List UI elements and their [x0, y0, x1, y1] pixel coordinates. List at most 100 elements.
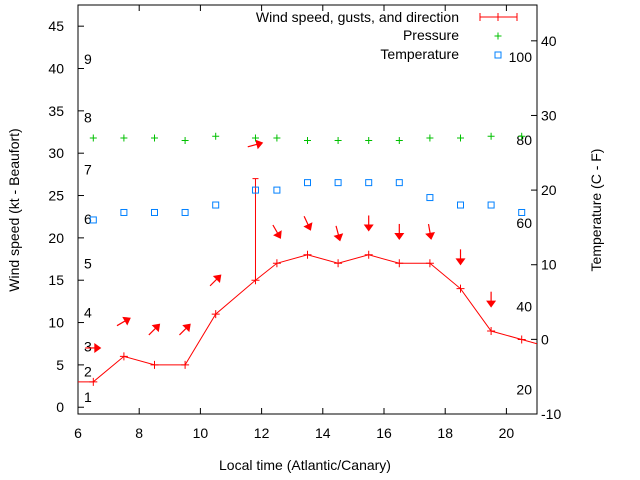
- y2-axis-label: Temperature (C - F): [588, 149, 604, 272]
- temperature-point: [487, 201, 495, 209]
- y2-tick-label: 10: [541, 257, 557, 273]
- y-tick-label: 20: [48, 230, 64, 246]
- y2-tick-label: 0: [541, 331, 549, 347]
- beaufort-label: 9: [84, 51, 92, 67]
- wind-direction-arrow: [425, 223, 435, 240]
- temperature-point: [334, 179, 342, 187]
- arrow-head: [303, 222, 313, 231]
- wind-point: [456, 284, 465, 293]
- x-tick-label: 12: [254, 425, 270, 441]
- pressure-point: [365, 136, 373, 144]
- fahrenheit-label: 20: [516, 381, 532, 397]
- x-tick-label: 8: [135, 425, 143, 441]
- wind-direction-arrow: [455, 249, 466, 266]
- x-axis-label: Local time (Atlantic/Canary): [219, 457, 391, 473]
- wind-direction-arrow: [247, 139, 264, 150]
- fahrenheit-label: 80: [516, 132, 532, 148]
- temperature-point: [151, 208, 158, 216]
- legend-wind-caps: [479, 13, 518, 21]
- wind-direction-arrow: [363, 215, 374, 232]
- wind-direction-arrow: [116, 316, 131, 327]
- wind-point: [150, 360, 159, 369]
- arrow-head: [212, 274, 222, 284]
- beaufort-label: 2: [84, 364, 92, 380]
- arrow-head: [455, 258, 466, 266]
- wind-point: [334, 259, 343, 268]
- wind-point: [395, 259, 404, 268]
- pressure-point: [395, 136, 403, 144]
- wind-point: [517, 335, 526, 344]
- arrow-head: [122, 316, 131, 326]
- arrow-head: [333, 233, 344, 242]
- legend-temperature-label: Temperature: [380, 46, 459, 62]
- wind-speed-line: [78, 254, 537, 383]
- pressure-point: [120, 134, 128, 142]
- pressure-point: [457, 134, 464, 142]
- pressure-point: [487, 132, 495, 140]
- y2-tick-label: 30: [541, 107, 557, 123]
- arrow-head: [94, 342, 102, 353]
- y-tick-label: 40: [48, 61, 64, 77]
- pressure-point: [212, 132, 220, 140]
- arrow-head: [363, 224, 374, 232]
- y-tick-label: 10: [48, 315, 64, 331]
- y2-tick-label: -10: [541, 406, 561, 422]
- beaufort-label: 6: [84, 211, 92, 227]
- pressure-point: [334, 136, 342, 144]
- y-tick-label: 15: [48, 272, 64, 288]
- arrow-head: [273, 230, 282, 239]
- fahrenheit-label: 100: [509, 49, 533, 65]
- beaufort-label: 3: [84, 338, 92, 354]
- wind-direction-arrow: [148, 323, 161, 336]
- legend: Wind speed, gusts, and direction Pressur…: [256, 9, 518, 62]
- legend-pressure-marker: [494, 32, 502, 40]
- pressure-point: [89, 134, 97, 142]
- pressure-point: [181, 136, 189, 144]
- y2-tick-label: 20: [541, 182, 557, 198]
- temperature-point: [304, 179, 311, 187]
- temperature-point: [89, 216, 97, 224]
- temperature-point: [273, 186, 281, 194]
- temperature-point: [365, 179, 373, 187]
- temperature-point: [120, 208, 128, 216]
- wind-point: [211, 310, 220, 319]
- pressure-point: [273, 134, 281, 142]
- wind-point: [425, 259, 434, 268]
- x-tick-label: 18: [437, 425, 453, 441]
- x-tick-label: 16: [376, 425, 392, 441]
- wind-direction-arrow: [272, 224, 282, 239]
- legend-wind-marker: [494, 13, 502, 21]
- x-tick-label: 20: [499, 425, 515, 441]
- legend-temperature-marker: [494, 51, 502, 59]
- y-tick-label: 25: [48, 188, 64, 204]
- wind-direction-arrow: [85, 342, 102, 353]
- wind-direction-arrow: [179, 323, 191, 336]
- pressure-point: [518, 132, 526, 140]
- beaufort-label: 5: [84, 255, 92, 271]
- wind-direction-arrow: [394, 223, 405, 240]
- pressure-point: [304, 136, 311, 144]
- wind-direction-arrow: [333, 225, 344, 242]
- plot-frame: [77, 4, 538, 415]
- wind-direction-arrow: [486, 291, 497, 308]
- temperature-point: [426, 194, 434, 202]
- arrow-head: [182, 323, 191, 333]
- wind-point: [364, 250, 373, 259]
- temperature-point: [457, 201, 464, 209]
- arrow-head: [255, 139, 264, 150]
- y-tick-label: 30: [48, 145, 64, 161]
- pressure-point: [251, 134, 259, 142]
- axes: 6 8 10 12 14 16 18 20051015202530354045-1001020…: [48, 4, 561, 441]
- wind-point: [303, 250, 312, 259]
- wind-point: [487, 327, 496, 336]
- y2-tick-label: 40: [541, 33, 557, 49]
- fahrenheit-label: 60: [516, 215, 532, 231]
- gust-bar: [252, 178, 259, 281]
- arrow-head: [486, 300, 497, 308]
- x-tick-label: 14: [315, 425, 331, 441]
- beaufort-label: 8: [84, 110, 92, 126]
- arrow-head: [151, 323, 161, 333]
- wind-point: [119, 352, 128, 361]
- x-tick-label: 6: [74, 425, 82, 441]
